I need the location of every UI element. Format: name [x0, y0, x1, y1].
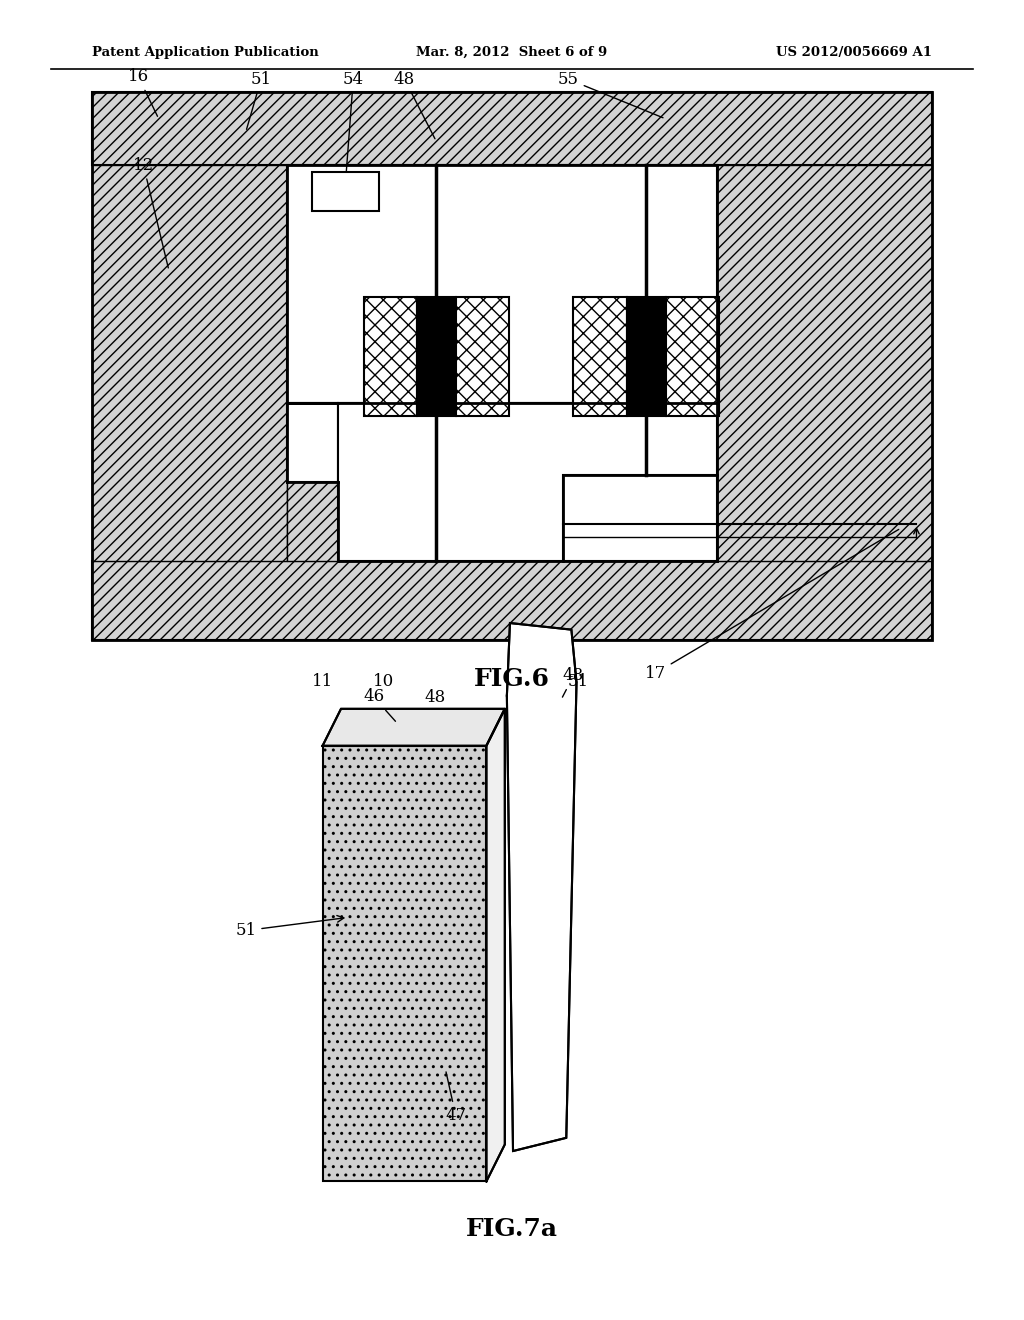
Text: 46: 46 [364, 689, 395, 721]
Text: 48: 48 [394, 71, 435, 139]
Bar [287, 165, 717, 403]
Bar [312, 172, 379, 211]
Bar [456, 297, 509, 416]
Bar [563, 475, 717, 561]
Bar [627, 297, 666, 416]
Bar [287, 403, 420, 561]
Bar [717, 165, 932, 561]
Text: 16: 16 [128, 69, 158, 116]
Text: Patent Application Publication: Patent Application Publication [92, 46, 318, 59]
Text: FIG.7a: FIG.7a [466, 1217, 558, 1241]
Polygon shape [323, 709, 505, 746]
Bar [92, 92, 932, 165]
Text: 51: 51 [247, 71, 271, 129]
Text: 54: 54 [343, 71, 364, 172]
Bar [92, 92, 932, 640]
Text: 17: 17 [645, 529, 899, 681]
Polygon shape [486, 709, 505, 1181]
Bar [364, 297, 417, 416]
Bar [92, 165, 287, 561]
Text: 12: 12 [133, 157, 168, 268]
Text: 11: 11 [312, 673, 333, 690]
Polygon shape [507, 623, 577, 1151]
Text: US 2012/0056669 A1: US 2012/0056669 A1 [776, 46, 932, 59]
Bar [323, 746, 486, 1181]
Text: 48: 48 [562, 668, 584, 697]
Bar [92, 561, 932, 640]
Bar [338, 403, 717, 561]
Bar [563, 475, 717, 561]
Text: 47: 47 [445, 1072, 466, 1123]
Bar [666, 297, 719, 416]
Text: 51: 51 [568, 673, 589, 690]
Text: 10: 10 [374, 673, 394, 690]
Text: 51: 51 [236, 916, 344, 939]
Text: 48: 48 [425, 689, 445, 706]
Text: FIG.6: FIG.6 [474, 667, 550, 690]
Bar [573, 297, 627, 416]
Bar [287, 403, 338, 482]
Text: Mar. 8, 2012  Sheet 6 of 9: Mar. 8, 2012 Sheet 6 of 9 [417, 46, 607, 59]
Text: 55: 55 [558, 71, 663, 117]
Bar [417, 297, 456, 416]
